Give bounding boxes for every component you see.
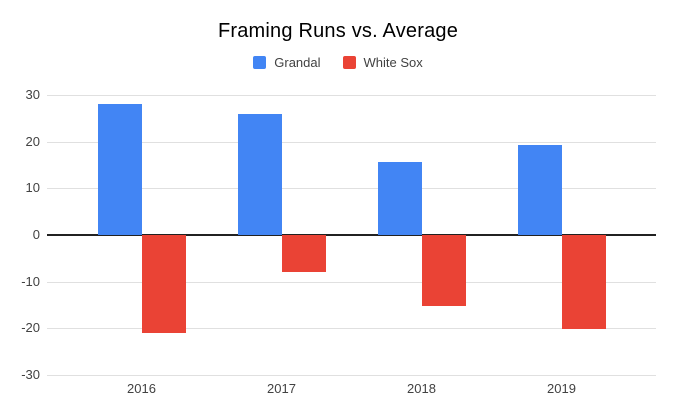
x-tick-label-2016: 2016	[127, 381, 156, 396]
y-tick-label--30: -30	[21, 367, 40, 382]
y-tick-label-30: 30	[25, 87, 40, 102]
legend-swatch-grandal	[253, 56, 267, 69]
gridline--10	[47, 281, 656, 283]
gridline-30	[47, 95, 656, 96]
x-tick-label-2017: 2017	[267, 381, 296, 396]
bar-grandal-2016[interactable]	[97, 104, 142, 235]
legend-label: White Sox	[363, 55, 423, 70]
gridline--30	[47, 375, 656, 376]
y-tick-label-0: 0	[32, 227, 40, 242]
x-tick-label-2019: 2019	[547, 381, 576, 396]
bar-grandal-2019[interactable]	[517, 145, 562, 235]
bar-grandal-2018[interactable]	[377, 161, 422, 235]
legend-swatch-white-sox	[342, 56, 356, 69]
x-tick-label-2018: 2018	[407, 381, 436, 396]
y-tick-label-20: 20	[25, 133, 40, 149]
y-tick-label-10: 10	[25, 180, 40, 196]
gridline-20	[47, 141, 656, 143]
legend-item-grandal[interactable]: Grandal	[253, 55, 321, 70]
y-tick-label--20: -20	[21, 320, 40, 336]
bar-white-sox-2016[interactable]	[141, 235, 186, 333]
chart-title: Framing Runs vs. Average	[217, 20, 459, 42]
gridline--20	[47, 328, 656, 330]
chart-legend: Grandal White Sox	[0, 55, 676, 70]
bar-grandal-2017[interactable]	[237, 113, 282, 235]
gridline-10	[47, 188, 656, 190]
legend-label: Grandal	[274, 55, 321, 70]
bar-white-sox-2018[interactable]	[421, 235, 466, 306]
bar-white-sox-2017[interactable]	[281, 235, 326, 273]
zero-baseline	[47, 234, 656, 236]
legend-item-white-sox[interactable]: White Sox	[342, 55, 423, 70]
y-tick-label--10: -10	[21, 273, 40, 289]
bar-white-sox-2019[interactable]	[561, 235, 606, 330]
